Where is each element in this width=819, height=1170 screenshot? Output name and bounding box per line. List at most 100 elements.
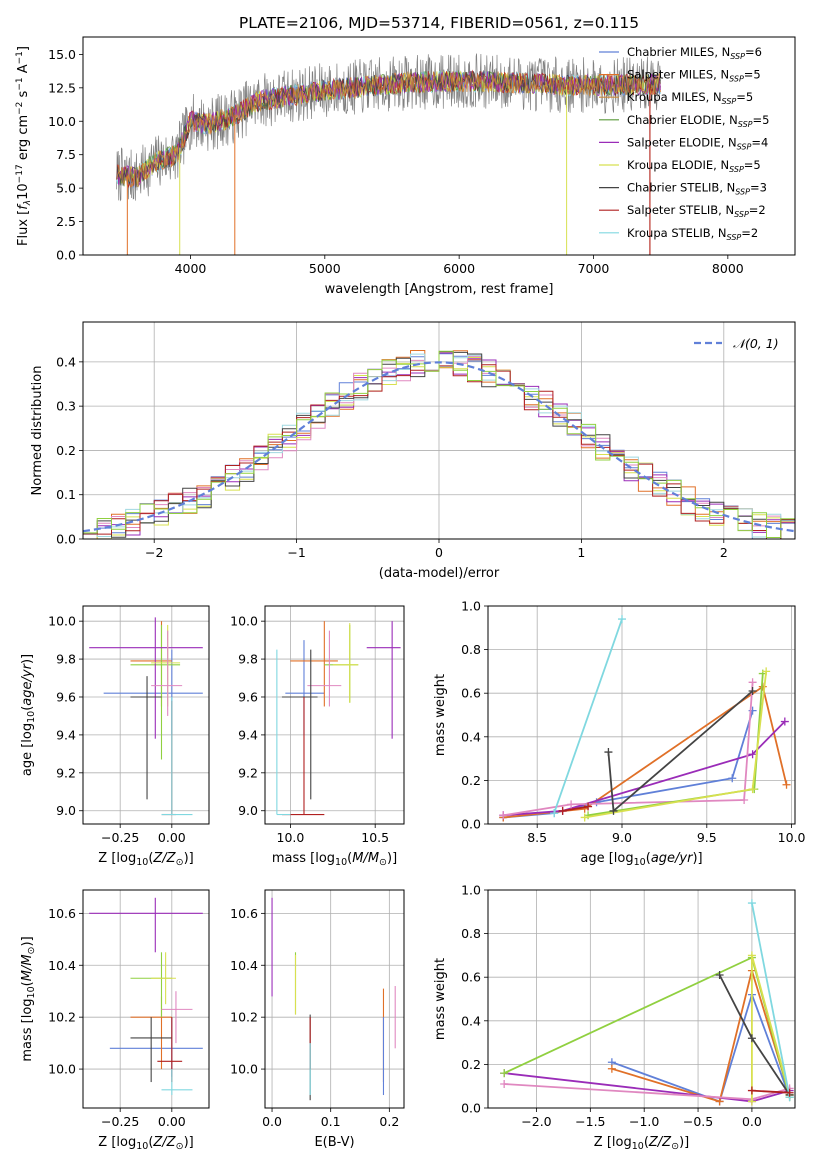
error-cross (276, 649, 291, 816)
plot-area (89, 897, 203, 1096)
weight-marker (715, 971, 724, 980)
axes-frame-group: 10.0 10.5 9.0 9.2 9.4 9.6 9.8 10.0 (230, 605, 405, 845)
weight-line (611, 967, 791, 1103)
x-tick-label: −0.25 (101, 1114, 139, 1129)
spectrum-legend: Chabrier MILES, NSSP=6 Salpeter MILES, NS… (599, 45, 769, 242)
weight-series (550, 615, 626, 818)
x-tick-label: 1 (577, 545, 585, 560)
axes-frame (487, 605, 796, 825)
x-tick-label: 7000 (578, 261, 610, 276)
x-tick-label: 10.5 (361, 830, 389, 845)
x-axis-label: Z [log10(Z/Z⊙)] (98, 851, 193, 868)
y-axis-label: mass [log10(M/M⊙)] (20, 936, 37, 1061)
x-axis-label: Z [log10(Z/Z⊙)] (98, 1135, 193, 1152)
weight-series (604, 687, 757, 815)
x-tick-label: −2.0 (521, 1114, 551, 1129)
axes-frame-group: −2 −1 0 1 2 0.0 0.1 0.2 0.3 0.4 (56, 321, 796, 560)
x-tick-label: 0.00 (158, 830, 186, 845)
axes-frame-group: −0.25 0.00 10.0 10.2 10.4 10.6 (48, 889, 210, 1129)
weight-marker (567, 800, 576, 809)
axes-age-vs-metallicity: −0.25 0.00 9.0 9.2 9.4 9.6 9.8 10.0 (48, 605, 210, 845)
x-tick-label: 8.5 (527, 830, 547, 845)
y-tick-label: 9.4 (238, 727, 258, 742)
weight-marker (617, 615, 626, 624)
weight-marker (728, 774, 737, 783)
weight-marker (584, 802, 593, 811)
y-tick-label: 9.8 (56, 652, 76, 667)
x-tick-label: 9.5 (697, 830, 717, 845)
y-tick-label: 9.4 (56, 727, 76, 742)
weight-line (553, 618, 623, 814)
axes-mass-weight-vs-metallicity: −2.0 −1.5 −1.0 −0.5 0.0 0.0 0.2 0.4 0.6 0.8 1.0 (461, 883, 796, 1129)
y-tick-label: 10.0 (48, 114, 76, 129)
axes-frame-group: −0.25 0.00 9.0 9.2 9.4 9.6 9.8 10.0 (48, 605, 210, 845)
y-tick-label: 9.6 (238, 689, 258, 704)
legend-entry: Chabrier MILES, NSSP=6 (627, 45, 762, 61)
error-cross (151, 952, 176, 1005)
y-tick-label: 0.0 (461, 1101, 481, 1116)
y-tick-label: 2.5 (56, 214, 76, 229)
grid-lines (265, 606, 404, 824)
axes-age-vs-mass: 10.0 10.5 9.0 9.2 9.4 9.6 9.8 10.0 (230, 605, 405, 845)
error-cross (290, 621, 338, 707)
legend-entry: Salpeter ELODIE, NSSP=4 (627, 135, 768, 151)
y-tick-label: 0.4 (461, 1013, 481, 1028)
error-cross (89, 897, 203, 953)
plot-area (83, 350, 795, 539)
plot-area (89, 617, 203, 816)
error-cross (332, 623, 359, 703)
y-tick-label: 10.2 (230, 1010, 258, 1025)
y-axis-label: mass weight (433, 674, 448, 756)
weight-marker (558, 806, 567, 815)
axes-residual-histogram: −2 −1 0 1 2 0.0 0.1 0.2 0.3 0.4 (56, 321, 796, 560)
error-cross (161, 991, 193, 1044)
y-tick-label: 9.0 (238, 803, 258, 818)
y-tick-label: 10.0 (230, 614, 258, 629)
axes-frame-group: 0.0 0.1 0.2 10.0 10.2 10.4 10.6 (230, 889, 405, 1129)
error-cross (366, 621, 401, 739)
x-tick-label: −2 (145, 545, 163, 560)
histogram-legend: 𝒩(0, 1) (694, 336, 779, 351)
axes-mass-vs-extinction: 0.0 0.1 0.2 10.0 10.2 10.4 10.6 (230, 889, 405, 1129)
y-tick-label: 10.4 (48, 958, 76, 973)
y-tick-label: 0.0 (56, 248, 76, 263)
x-tick-label: 0 (435, 545, 443, 560)
error-cross (161, 696, 193, 816)
weight-marker (609, 806, 618, 815)
axes-mass-vs-metallicity: −0.25 0.00 10.0 10.2 10.4 10.6 (48, 889, 210, 1129)
y-tick-label: 9.2 (56, 765, 76, 780)
y-tick-label: 10.0 (48, 614, 76, 629)
weight-marker (748, 785, 757, 794)
y-tick-label: 10.0 (230, 1062, 258, 1077)
y-tick-label: 0.2 (461, 773, 481, 788)
grid-lines (265, 890, 404, 1108)
x-tick-label: 0.00 (158, 1114, 186, 1129)
axes-frame-group: 8.5 9.0 9.5 10.0 0.0 0.2 0.4 0.6 0.8 1.0 (461, 599, 805, 846)
plot-area (276, 621, 401, 816)
weight-marker (580, 813, 589, 822)
weight-marker (715, 1097, 724, 1106)
y-tick-label: 0.2 (461, 1057, 481, 1072)
legend-entry: Salpeter MILES, NSSP=5 (627, 68, 761, 84)
weight-marker (747, 1097, 756, 1106)
weight-marker (747, 1086, 756, 1095)
axes-mass-weight-vs-age: 8.5 9.0 9.5 10.0 0.0 0.2 0.4 0.6 0.8 1.0 (461, 599, 805, 846)
plot-area (271, 897, 396, 1101)
x-tick-label: 10.0 (778, 830, 806, 845)
x-tick-label: −1.5 (575, 1114, 605, 1129)
legend-entry: Kroupa ELODIE, NSSP=5 (627, 158, 761, 174)
legend-entry: Salpeter STELIB, NSSP=2 (627, 203, 766, 219)
error-cross (151, 630, 183, 716)
axes-frame (82, 36, 796, 256)
axes-spectrum: 4000 5000 6000 7000 8000 0.0 2.5 5.0 7.5 10.0 12.5… (48, 36, 796, 276)
x-tick-label: 10.0 (277, 830, 305, 845)
y-tick-label: 0.0 (461, 817, 481, 832)
axes-frame (82, 605, 210, 825)
y-tick-label: 1.0 (461, 599, 481, 614)
y-tick-label: 9.2 (238, 765, 258, 780)
figure-title: PLATE=2106, MJD=53714, FIBERID=0561, z=0… (239, 14, 639, 32)
x-axis-label: wavelength [Angstrom, rest frame] (325, 282, 554, 297)
error-cross (130, 1017, 172, 1083)
y-tick-label: 9.0 (56, 803, 76, 818)
